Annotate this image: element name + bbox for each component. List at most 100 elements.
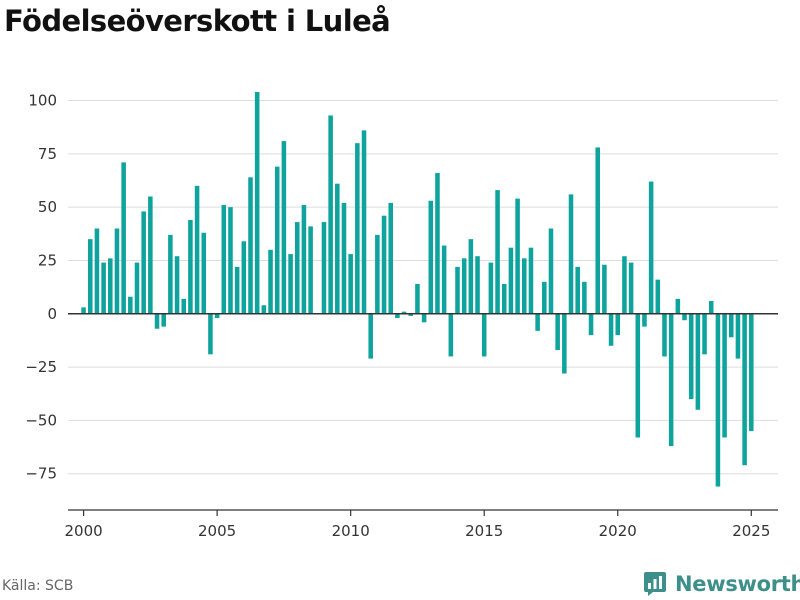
bar xyxy=(481,313,487,357)
y-tick-label: 100 xyxy=(28,92,57,110)
bar xyxy=(695,313,701,410)
x-tick-label: 2020 xyxy=(599,522,637,540)
bar xyxy=(154,313,160,329)
bar xyxy=(375,234,380,314)
y-tick-label: −75 xyxy=(25,465,57,483)
y-tick-label: −50 xyxy=(25,411,57,429)
bar xyxy=(168,234,173,314)
bar xyxy=(94,228,100,314)
bar xyxy=(194,185,200,314)
y-tick-label: 50 xyxy=(38,198,57,216)
bar xyxy=(582,281,587,314)
bar xyxy=(608,313,614,346)
bar xyxy=(662,313,667,357)
bar xyxy=(749,313,754,432)
bar xyxy=(548,228,554,314)
bar xyxy=(348,254,353,314)
bar xyxy=(274,166,280,314)
bar xyxy=(595,147,600,314)
bar xyxy=(535,313,540,331)
bar xyxy=(141,211,146,314)
bar xyxy=(635,313,641,438)
bar xyxy=(381,215,387,314)
bar xyxy=(448,313,454,357)
bar xyxy=(602,264,607,314)
bar xyxy=(715,313,721,487)
bar xyxy=(408,313,414,316)
bar xyxy=(188,219,193,314)
bar xyxy=(728,313,734,338)
bar xyxy=(254,92,260,314)
bar xyxy=(308,226,313,314)
bar xyxy=(281,141,287,314)
bar xyxy=(508,247,514,314)
bar xyxy=(628,262,634,314)
bar xyxy=(568,194,574,314)
bar xyxy=(134,262,140,314)
bar xyxy=(688,313,694,400)
bar xyxy=(241,241,247,314)
bar xyxy=(368,313,373,359)
bar xyxy=(335,183,340,314)
bar xyxy=(268,249,273,314)
bar xyxy=(234,266,240,314)
bar xyxy=(248,177,253,314)
bar xyxy=(174,256,180,314)
bar xyxy=(81,307,86,314)
y-tick-label: 25 xyxy=(38,251,57,269)
bar xyxy=(214,313,220,319)
y-tick-label: 0 xyxy=(47,305,57,323)
bar xyxy=(388,202,393,314)
bar xyxy=(395,313,400,319)
bar xyxy=(148,196,153,314)
bar xyxy=(288,254,293,314)
bar xyxy=(441,245,447,314)
bar xyxy=(735,313,741,359)
bar xyxy=(128,296,133,314)
bar xyxy=(114,228,120,314)
bar-chart-logo-icon xyxy=(644,572,666,596)
bar xyxy=(642,313,647,327)
x-tick-label: 2005 xyxy=(198,522,236,540)
bar xyxy=(401,311,407,314)
bar xyxy=(101,262,106,314)
bar xyxy=(622,256,627,314)
bar xyxy=(121,162,126,314)
source-note: Källa: SCB xyxy=(2,578,74,594)
bar xyxy=(542,281,547,314)
x-tick-label: 2025 xyxy=(732,522,770,540)
bar xyxy=(575,266,580,314)
x-tick-label: 2010 xyxy=(332,522,370,540)
bar xyxy=(562,313,567,374)
bar xyxy=(321,222,327,314)
brand-name: Newsworthy xyxy=(675,572,800,596)
bar xyxy=(682,313,687,321)
bar xyxy=(261,305,267,314)
bar xyxy=(702,313,707,355)
bar xyxy=(201,232,207,314)
bar xyxy=(461,258,467,314)
bar xyxy=(455,266,460,314)
bar xyxy=(475,256,480,314)
bar xyxy=(355,143,360,314)
bar xyxy=(428,200,434,314)
bar xyxy=(468,239,474,314)
bar xyxy=(415,283,420,314)
y-tick-label: −25 xyxy=(25,358,57,376)
bar xyxy=(615,313,621,336)
bar xyxy=(708,301,714,314)
bar xyxy=(522,258,527,314)
axes: 100 75 50 25 0 −25 −50 −75 2000 2005 2010 2015 2020 2… xyxy=(25,92,778,540)
bar xyxy=(648,181,654,314)
bar xyxy=(301,205,307,314)
bars xyxy=(81,92,754,487)
bar xyxy=(87,239,93,314)
bar xyxy=(588,313,594,336)
bar xyxy=(228,207,233,314)
bar xyxy=(328,115,333,314)
bar xyxy=(488,262,494,314)
bar xyxy=(495,190,500,314)
bar xyxy=(501,283,507,314)
bar xyxy=(675,298,681,314)
